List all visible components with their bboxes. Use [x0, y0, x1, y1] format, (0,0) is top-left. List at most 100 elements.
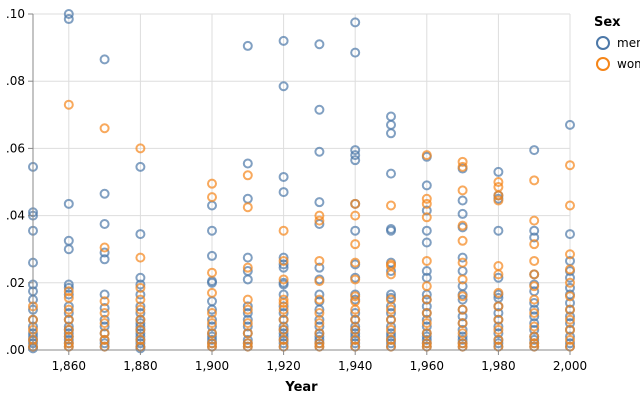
point-women: [386, 294, 396, 305]
point-women: [421, 281, 432, 292]
y-tick-label: .10: [6, 7, 25, 21]
point-men: [99, 289, 110, 300]
point-men: [63, 244, 74, 255]
point-men: [63, 328, 74, 339]
point-men: [386, 128, 396, 139]
point-men: [278, 35, 289, 46]
point-women: [529, 269, 540, 280]
point-women: [529, 331, 540, 342]
point-women: [63, 314, 74, 325]
point-women: [278, 274, 289, 285]
point-women: [457, 257, 468, 268]
point-women: [457, 328, 468, 339]
point-women: [457, 235, 468, 246]
point-men: [99, 303, 110, 313]
point-men: [421, 237, 432, 248]
point-men: [278, 187, 289, 198]
point-women: [99, 334, 110, 345]
point-women: [314, 210, 325, 221]
point-men: [457, 294, 468, 305]
point-men: [314, 262, 325, 273]
point-women: [314, 215, 325, 226]
point-men: [99, 188, 110, 199]
point-women: [350, 210, 361, 221]
point-women: [565, 304, 575, 315]
point-women: [565, 200, 575, 211]
point-women: [99, 242, 110, 253]
point-men: [63, 308, 74, 319]
point-men: [314, 104, 325, 115]
point-women: [529, 308, 540, 319]
y-tick-label: .06: [6, 141, 25, 155]
point-men: [386, 168, 396, 179]
point-men: [278, 279, 289, 290]
point-women: [314, 276, 325, 287]
point-men: [314, 197, 325, 208]
point-women: [421, 193, 432, 204]
point-men: [135, 328, 146, 339]
point-men: [350, 308, 361, 319]
point-men: [63, 9, 74, 19]
point-women: [242, 294, 253, 305]
x-axis-ticks: 1,860 1,880 1,900 1,920 1,940 1,960 1,980 2,000: [52, 350, 587, 373]
point-men: [350, 321, 361, 332]
point-women: [350, 304, 361, 315]
point-men: [99, 254, 110, 265]
point-women: [457, 338, 468, 349]
point-women: [457, 274, 468, 285]
point-men: [314, 321, 325, 332]
point-men: [135, 331, 146, 342]
point-women: [350, 334, 361, 345]
point-men: [386, 321, 396, 332]
point-men: [350, 150, 361, 161]
point-men: [242, 308, 253, 319]
axes: [32, 14, 570, 351]
point-women: [493, 314, 504, 325]
point-women: [421, 318, 432, 329]
point-men: [350, 145, 361, 156]
point-men: [386, 266, 396, 277]
point-women: [99, 318, 110, 329]
point-women: [457, 220, 468, 231]
point-women: [493, 177, 504, 187]
point-women: [314, 255, 325, 266]
point-women: [529, 294, 540, 305]
point-men: [457, 195, 468, 206]
x-tick-label: 1,980: [481, 359, 515, 373]
point-men: [350, 17, 361, 28]
point-men: [529, 304, 540, 315]
point-men: [135, 321, 146, 332]
point-men: [278, 331, 289, 342]
point-men: [314, 331, 325, 342]
point-women: [314, 341, 325, 352]
point-women: [278, 324, 289, 335]
point-men: [457, 324, 468, 335]
point-men: [350, 328, 361, 339]
legend-entries: men women: [596, 36, 640, 71]
point-women: [493, 269, 504, 280]
point-men: [135, 272, 146, 283]
point-men: [135, 308, 146, 319]
point-men: [135, 318, 146, 329]
point-women: [63, 292, 74, 303]
point-women: [421, 198, 432, 209]
point-men: [529, 324, 540, 335]
x-tick-label: 1,920: [266, 359, 300, 373]
point-women: [565, 277, 575, 288]
point-men: [278, 259, 289, 270]
point-men: [63, 334, 74, 345]
point-women: [278, 225, 289, 236]
point-women: [278, 294, 289, 305]
point-women: [457, 318, 468, 329]
point-men: [314, 146, 325, 157]
point-men: [207, 225, 217, 236]
point-women: [314, 328, 325, 339]
point-women: [421, 150, 432, 161]
point-women: [314, 294, 325, 305]
point-women: [350, 257, 361, 268]
point-men: [565, 119, 575, 130]
point-men: [457, 266, 468, 277]
point-men: [421, 225, 432, 236]
point-men: [350, 155, 361, 166]
